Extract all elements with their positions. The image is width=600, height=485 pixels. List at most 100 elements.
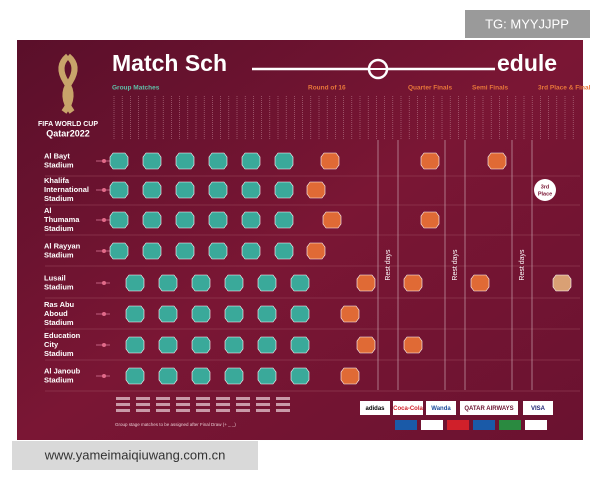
match-badge <box>241 211 261 229</box>
third-place-label: 3rd <box>541 184 550 190</box>
sponsor-box <box>499 420 521 430</box>
rest-days: Rest days <box>519 249 526 281</box>
dot <box>102 343 106 347</box>
match-badge <box>257 336 277 354</box>
match-badge <box>109 152 129 170</box>
match-badge <box>208 242 228 260</box>
match-badge <box>125 367 145 385</box>
rest-days: Rest days <box>385 249 392 281</box>
group-cell <box>216 397 230 400</box>
match-badge <box>274 181 294 199</box>
group-cell <box>156 403 170 406</box>
stadium-name: Ras Abu <box>44 300 75 309</box>
match-badge <box>420 152 440 170</box>
group-cell <box>256 397 270 400</box>
watermark-box <box>12 441 258 470</box>
match-badge <box>306 242 326 260</box>
group-cell <box>236 409 250 412</box>
stadium-name: Al Janoub <box>44 366 81 375</box>
match-badge <box>158 336 178 354</box>
match-badge <box>224 336 244 354</box>
match-badge <box>241 152 261 170</box>
footnote: Group stage matches to be assigned after… <box>115 422 236 427</box>
match-badge <box>208 211 228 229</box>
sponsor-box <box>395 420 417 430</box>
match-badge <box>191 305 211 323</box>
match-badge <box>274 152 294 170</box>
stadium-name: City <box>44 340 59 349</box>
group-cell <box>236 403 250 406</box>
sponsor-box <box>426 401 456 415</box>
stadium-name: Khalifa <box>44 176 70 185</box>
match-badge <box>487 152 507 170</box>
match-badge <box>125 305 145 323</box>
match-badge <box>340 367 360 385</box>
stadium-name: Stadium <box>44 282 74 291</box>
dot <box>102 218 106 222</box>
stadium-name: Stadium <box>44 224 74 233</box>
sponsor-box <box>460 401 518 415</box>
group-cell <box>256 403 270 406</box>
watermark: www.yameimaiqiuwang.com.cn <box>44 447 226 462</box>
stadium-name: Al Rayyan <box>44 241 81 250</box>
group-cell <box>256 409 270 412</box>
stage-label: Quarter Finals <box>408 85 452 92</box>
match-badge <box>356 274 376 292</box>
logo-emblem <box>58 53 78 114</box>
match-badge <box>224 305 244 323</box>
match-badge <box>552 274 572 292</box>
match-badge <box>322 211 342 229</box>
match-badge <box>306 181 326 199</box>
match-badge <box>208 152 228 170</box>
stadium-name: Al <box>44 206 52 215</box>
watermark: TG: MYYJJPP <box>485 16 569 31</box>
stage-label: Semi Finals <box>472 85 509 92</box>
match-badge <box>158 274 178 292</box>
group-cell <box>156 409 170 412</box>
stadium-name: Stadium <box>44 349 74 358</box>
match-badge <box>175 211 195 229</box>
group-cell <box>196 403 210 406</box>
match-badge <box>470 274 490 292</box>
sponsor-box <box>360 401 390 415</box>
third-place-badge <box>534 179 556 201</box>
sponsor-box <box>447 420 469 430</box>
match-badge <box>290 336 310 354</box>
group-cell <box>176 409 190 412</box>
match-badge <box>257 367 277 385</box>
group-cell <box>196 409 210 412</box>
group-cell <box>236 397 250 400</box>
stage-label: 3rd Place & Final <box>538 85 591 92</box>
stadium-name: Education <box>44 331 81 340</box>
stage-label: Round of 16 <box>308 85 346 92</box>
sponsor: VISA <box>531 406 546 412</box>
logo-text: Qatar2022 <box>46 128 90 138</box>
stadium-name: International <box>44 185 89 194</box>
match-badge <box>191 274 211 292</box>
match-badge <box>109 242 129 260</box>
match-badge <box>320 152 340 170</box>
match-badge <box>241 181 261 199</box>
match-badge <box>142 211 162 229</box>
group-cell <box>276 397 290 400</box>
group-cell <box>136 397 150 400</box>
sponsor-box <box>421 420 443 430</box>
rest-days: Rest days <box>452 249 459 281</box>
sponsor: Wanda <box>431 406 451 412</box>
title: edule <box>497 50 557 76</box>
stadium-name: Aboud <box>44 309 68 318</box>
match-badge <box>257 305 277 323</box>
match-badge <box>175 181 195 199</box>
match-badge <box>208 181 228 199</box>
dot <box>102 249 106 253</box>
stadium-name: Thumama <box>44 215 80 224</box>
match-badge <box>158 305 178 323</box>
match-badge <box>274 242 294 260</box>
stadium-name: Stadium <box>44 194 74 203</box>
group-cell <box>216 409 230 412</box>
stadium-name: Stadium <box>44 318 74 327</box>
dot <box>102 188 106 192</box>
group-cell <box>276 403 290 406</box>
dot <box>102 281 106 285</box>
title: Match Sch <box>112 50 227 76</box>
